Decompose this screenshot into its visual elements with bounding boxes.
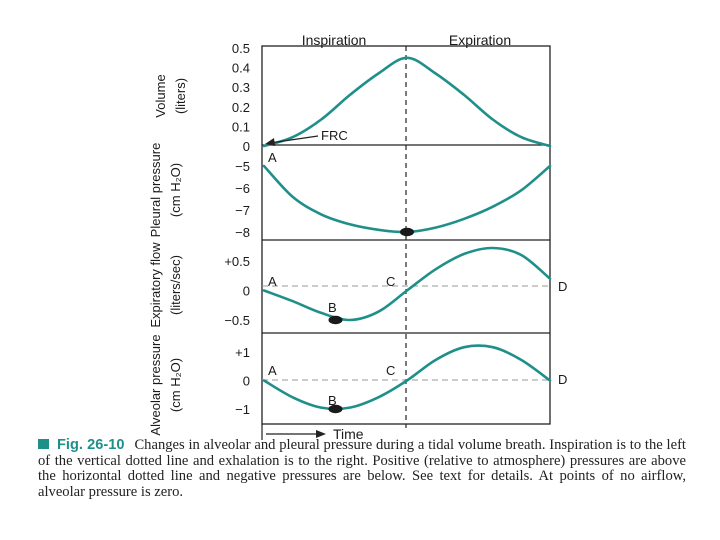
caption-text: Changes in alveolar and pleural pressure… [38, 437, 686, 500]
ylabel-flow: Expiratory flow (liters/sec) [148, 242, 183, 328]
point-label-a-alveolar: A [268, 363, 277, 378]
curve-pleural [262, 164, 552, 234]
tick-label-pleural-1: −6 [235, 181, 250, 196]
tick-label-volume-5: 0 [243, 139, 250, 154]
ylabel-volume-line2: (liters) [173, 78, 188, 114]
ylabel-volume-line1: Volume [153, 74, 168, 117]
tick-labels: 0.5 0.4 0.3 0.2 0.1 0 −5 −6 −7 −8 +0.5 0 −0.5 +1 0 −1 [224, 41, 250, 417]
ylabel-alveolar-line2: (cm H₂O) [168, 358, 183, 412]
tick-label-pleural-2: −7 [235, 203, 250, 218]
ylabel-volume: Volume (liters) [153, 74, 188, 117]
point-label-a-pleural: A [268, 150, 277, 165]
tick-label-pleural-0: −5 [235, 159, 250, 174]
ylabel-alveolar: Alveolar pressure (cm H₂O) [148, 334, 183, 435]
frc-arrow-head [265, 138, 275, 146]
caption-fig-label: Fig. 26-10 [57, 437, 125, 453]
ylabel-flow-line1: Expiratory flow [148, 242, 163, 328]
tick-label-pleural-3: −8 [235, 225, 250, 240]
ylabel-alveolar-line1: Alveolar pressure [148, 334, 163, 435]
marked-points [328, 227, 414, 414]
tick-label-flow-1: 0 [243, 284, 250, 299]
tick-label-flow-0: +0.5 [224, 254, 250, 269]
curve-volume [262, 56, 552, 148]
point-label-d-alveolar: D [558, 372, 567, 387]
tick-label-alveolar-0: +1 [235, 345, 250, 360]
time-axis-label: Time [333, 426, 364, 442]
point-label-b-alveolar: B [328, 393, 337, 408]
ylabel-pleural: Pleural pressure (cm H₂O) [148, 143, 183, 238]
ylabel-flow-line2: (liters/sec) [168, 255, 183, 315]
point-label-a-flow: A [268, 274, 277, 289]
curve-alveolar [262, 344, 552, 411]
phase-label-expiration: Expiration [449, 32, 511, 48]
caption-marker-square [38, 439, 49, 449]
tick-label-alveolar-1: 0 [243, 374, 250, 389]
figure-caption: Fig. 26-10 Changes in alveolar and pleura… [38, 437, 686, 500]
point-label-c-flow: C [386, 274, 395, 289]
ylabel-pleural-line1: Pleural pressure [148, 143, 163, 238]
tick-label-flow-2: −0.5 [224, 313, 250, 328]
point-label-d-flow: D [558, 279, 567, 294]
marked-point-flow-0 [328, 315, 343, 325]
frc-label: FRC [321, 128, 348, 143]
tick-label-volume-2: 0.3 [232, 80, 250, 95]
marked-point-alveolar-0 [328, 404, 343, 414]
marked-point-pleural-0 [400, 227, 414, 237]
phase-label-inspiration: Inspiration [302, 32, 367, 48]
frc-arrow-line [269, 135, 319, 144]
time-arrow-head [316, 430, 326, 438]
tick-label-volume-4: 0.1 [232, 119, 250, 134]
tick-label-volume-0: 0.5 [232, 41, 250, 56]
point-label-b-flow: B [328, 300, 337, 315]
tick-label-alveolar-2: −1 [235, 402, 250, 417]
point-label-c-alveolar: C [386, 363, 395, 378]
tick-label-volume-1: 0.4 [232, 61, 250, 76]
curve-flow [262, 246, 552, 322]
tick-label-volume-3: 0.2 [232, 100, 250, 115]
ylabel-pleural-line2: (cm H₂O) [168, 163, 183, 217]
